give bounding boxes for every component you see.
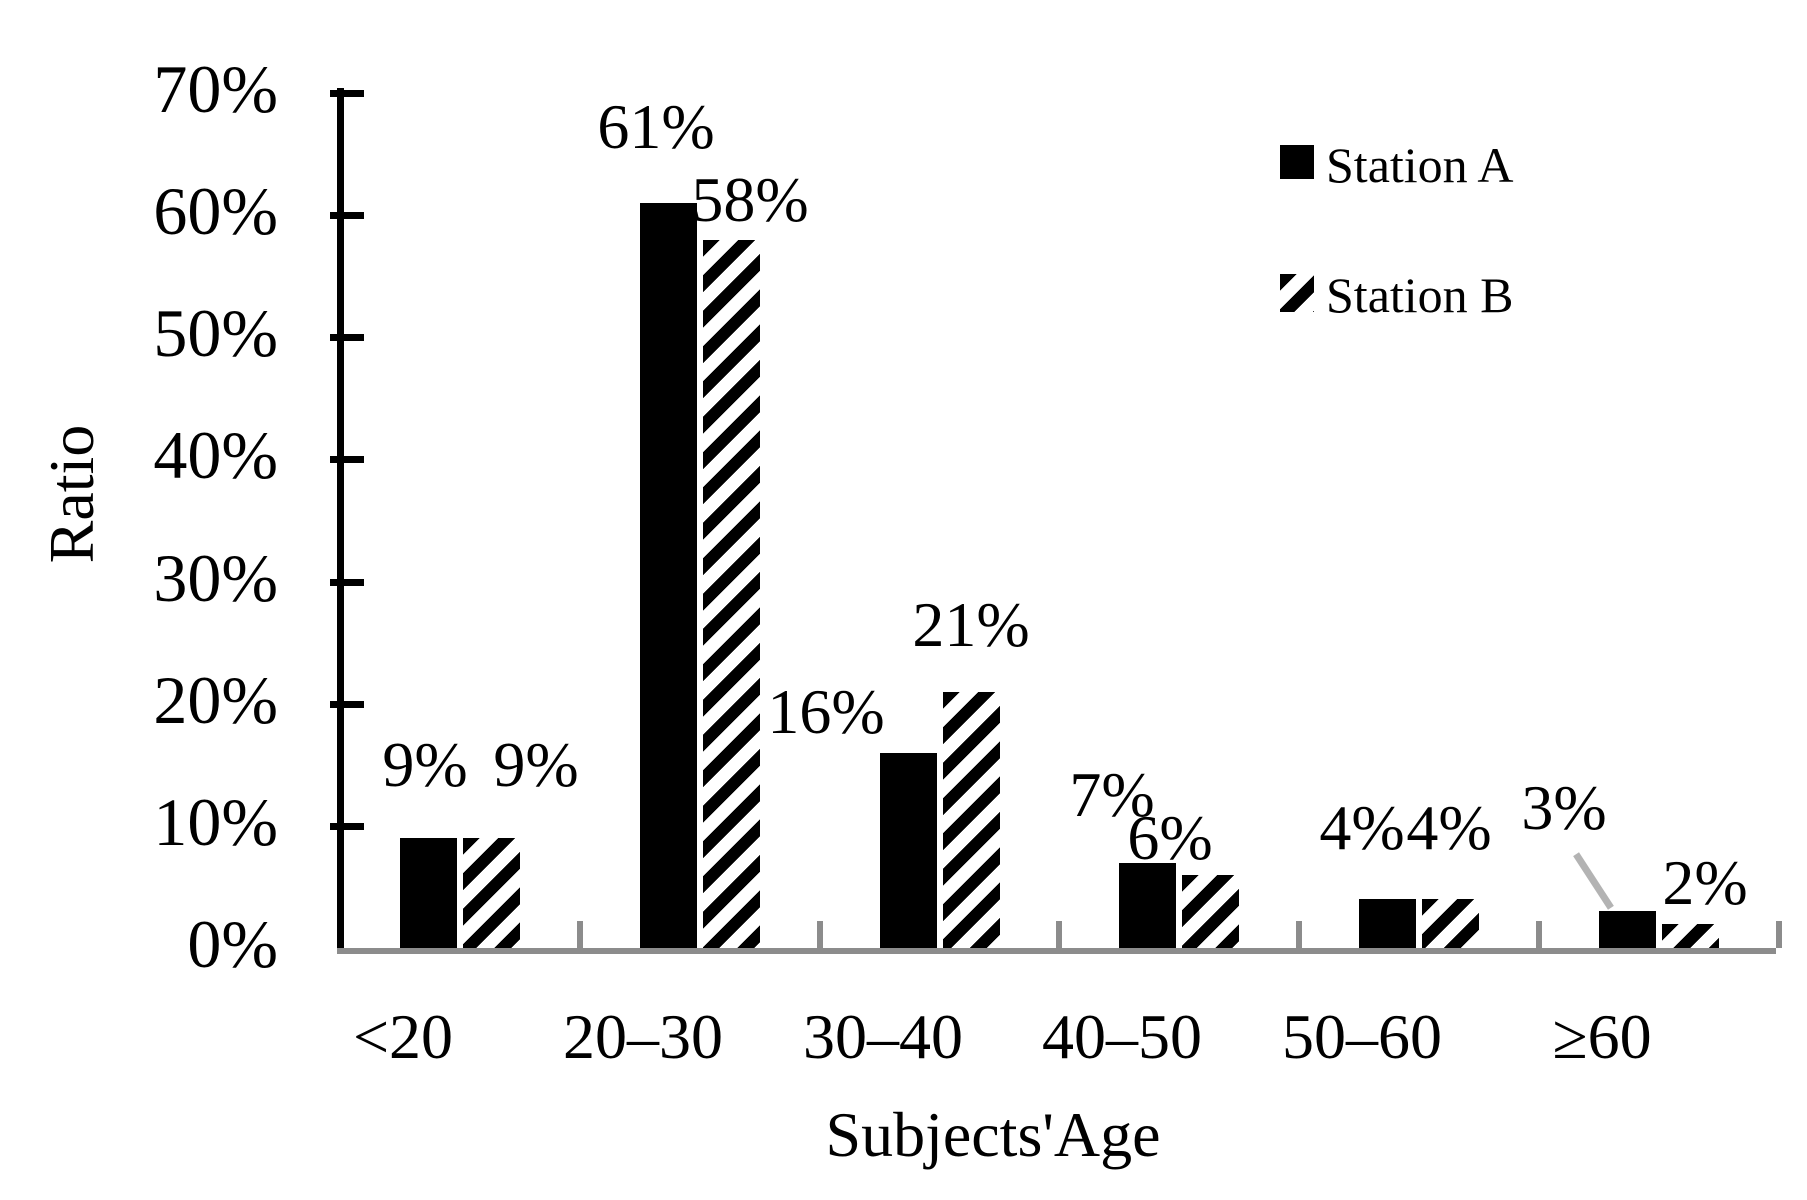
bar-station-b-6 xyxy=(1662,924,1719,948)
y-axis-tick xyxy=(330,456,364,463)
x-axis-line xyxy=(337,948,1776,954)
data-label-station-a-1: 9% xyxy=(382,729,468,800)
y-tick-label: 0% xyxy=(187,906,278,982)
x-axis-tick xyxy=(577,921,583,948)
legend-swatch-station-a xyxy=(1280,145,1314,179)
data-label-station-b-5: 4% xyxy=(1406,792,1492,863)
x-category-label-4: 40–50 xyxy=(1042,1001,1202,1072)
y-axis-tick xyxy=(330,90,364,97)
legend-swatch-station-b xyxy=(1280,274,1314,312)
y-tick-label: 60% xyxy=(153,173,278,249)
x-category-label-6: ≥60 xyxy=(1552,1001,1652,1072)
bar-station-b-5 xyxy=(1422,899,1479,948)
y-tick-label: 50% xyxy=(153,295,278,371)
x-axis-title: Subjects'Age xyxy=(825,1099,1161,1170)
y-tick-label: 70% xyxy=(153,51,278,127)
bar-station-a-4 xyxy=(1119,863,1176,948)
y-tick-label: 30% xyxy=(153,540,278,616)
bar-station-b-1 xyxy=(463,838,520,948)
bar-station-a-3 xyxy=(880,753,937,948)
x-category-label-1: <20 xyxy=(352,1001,454,1072)
bar-station-b-4 xyxy=(1182,875,1239,948)
y-axis-line xyxy=(337,88,344,954)
data-label-station-b-1: 9% xyxy=(493,729,579,800)
x-category-label-2: 20–30 xyxy=(563,1001,723,1072)
y-axis-tick xyxy=(330,823,364,830)
data-label-station-a-2: 61% xyxy=(597,91,715,162)
data-label-station-a-4: 7% xyxy=(1069,759,1155,830)
data-label-station-a-3: 16% xyxy=(767,676,885,747)
bar-station-a-5 xyxy=(1359,899,1416,948)
x-axis-tick xyxy=(1536,921,1542,948)
y-axis-tick xyxy=(330,579,364,586)
y-tick-label: 40% xyxy=(153,417,278,493)
data-label-station-b-6: 2% xyxy=(1662,847,1748,918)
y-axis-tick xyxy=(330,701,364,708)
bar-station-a-1 xyxy=(400,838,457,948)
legend-label-station-a: Station A xyxy=(1326,137,1514,193)
y-tick-label: 10% xyxy=(153,784,278,860)
x-axis-tick xyxy=(817,921,823,948)
x-axis-tick xyxy=(1056,921,1062,948)
data-label-station-a-6: 3% xyxy=(1521,772,1607,843)
bar-station-b-3 xyxy=(943,692,1000,948)
x-category-label-5: 50–60 xyxy=(1282,1001,1442,1072)
x-category-label-3: 30–40 xyxy=(803,1001,963,1072)
bar-station-b-2 xyxy=(703,240,760,948)
y-axis-tick xyxy=(330,334,364,341)
y-tick-label: 20% xyxy=(153,662,278,738)
data-label-station-b-2: 58% xyxy=(691,164,809,235)
data-label-station-b-3: 21% xyxy=(912,589,1030,660)
data-label-station-a-5: 4% xyxy=(1319,792,1405,863)
data-label-station-b-4: 6% xyxy=(1127,802,1213,873)
x-axis-tick xyxy=(1776,921,1782,948)
bar-station-a-2 xyxy=(640,203,697,948)
y-axis-tick xyxy=(330,212,364,219)
bar-station-a-6 xyxy=(1599,911,1656,948)
x-axis-tick xyxy=(1296,921,1302,948)
legend-label-station-b: Station B xyxy=(1326,267,1514,323)
